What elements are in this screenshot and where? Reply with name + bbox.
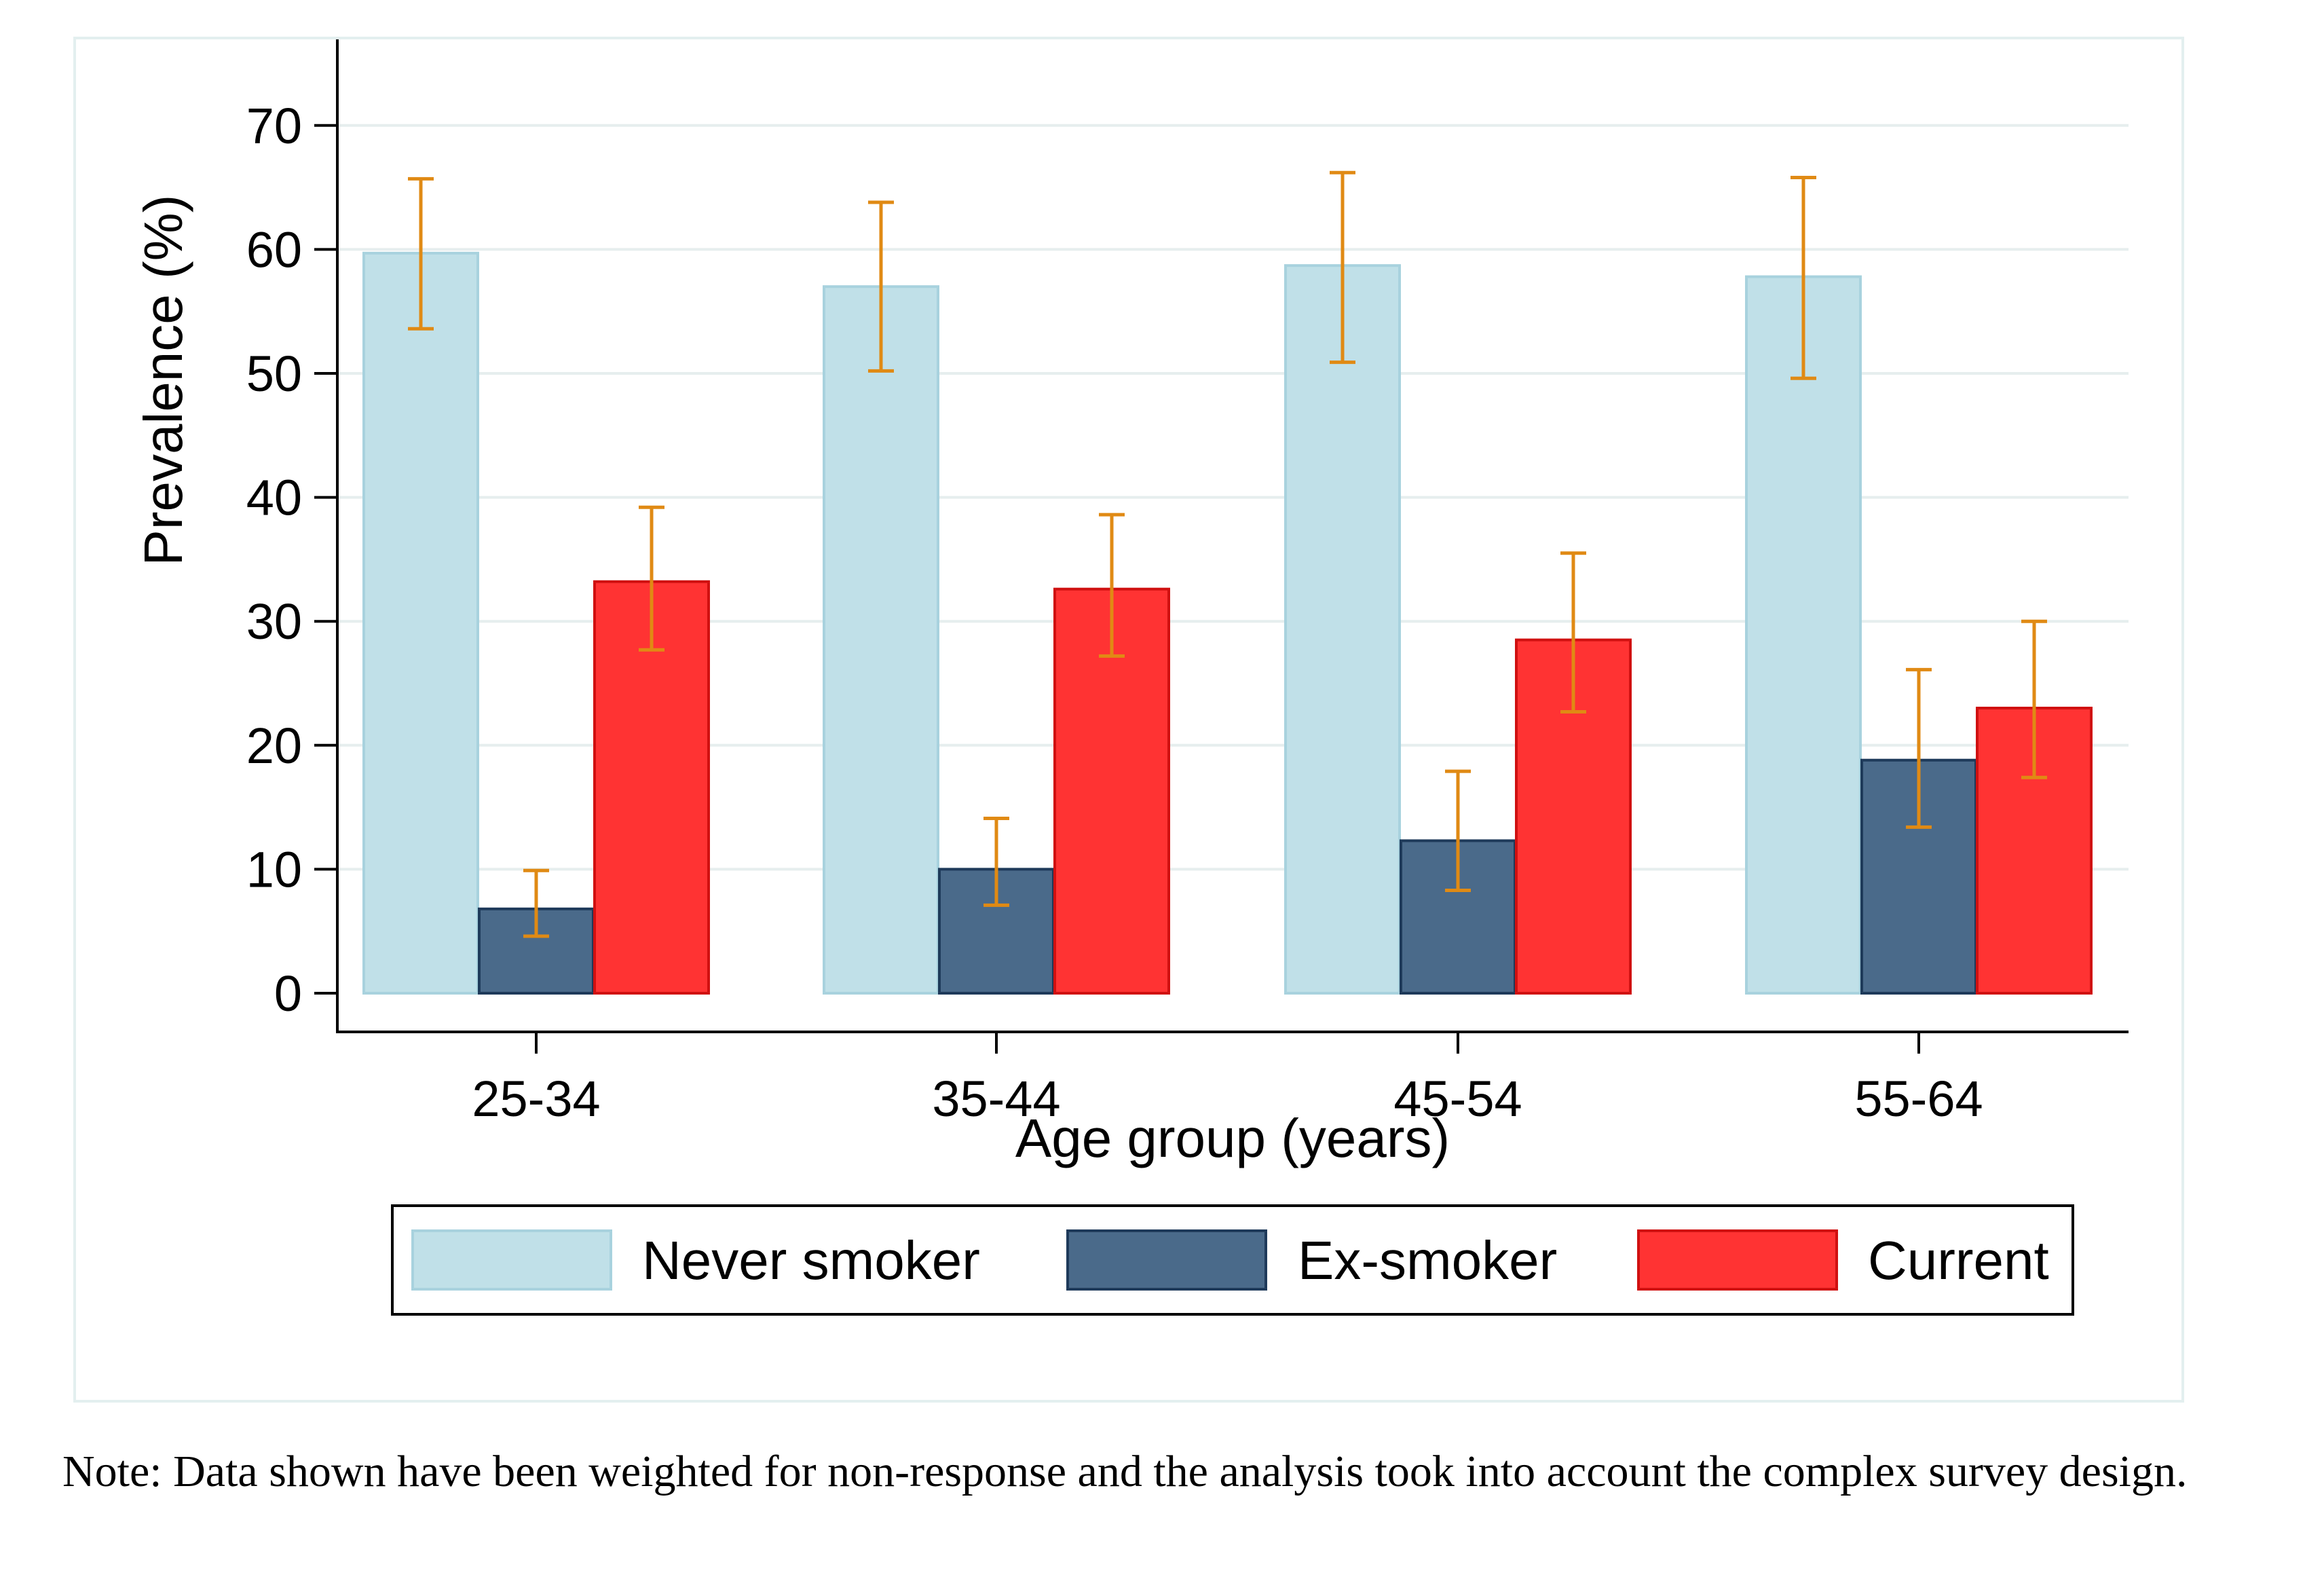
legend: Never smoker Ex-smoker Current	[391, 1204, 2074, 1316]
error-bar	[1330, 170, 1355, 365]
error-bar	[1445, 769, 1471, 892]
y-tick-label: 70	[246, 98, 302, 154]
bar-chart: 0 10 20 30 40 50 60 70 25-34 35-44 45-54 55-64 Age g…	[133, 39, 2129, 1316]
bar-never-smoker	[823, 285, 939, 995]
error-bar	[1560, 551, 1586, 714]
y-tick-label: 20	[246, 718, 302, 774]
legend-swatch-current	[1637, 1229, 1838, 1291]
bar-ex-smoker	[1860, 758, 1977, 995]
y-axis-title: Prevalence (%)	[133, 195, 193, 566]
y-tick-label: 0	[274, 965, 302, 1022]
error-bar	[983, 817, 1009, 907]
bar-never-smoker	[362, 251, 479, 995]
error-bar	[639, 505, 664, 652]
x-tick-label: 45-54	[1393, 1071, 1522, 1127]
error-bar	[2021, 619, 2047, 779]
y-tick-label: 40	[246, 470, 302, 526]
error-bar	[1791, 175, 1816, 380]
error-bar	[1099, 513, 1125, 658]
bar-never-smoker	[1745, 275, 1862, 995]
error-bar	[523, 868, 549, 938]
bar-never-smoker	[1284, 264, 1401, 995]
error-bar	[868, 200, 894, 373]
x-tick-label: 25-34	[472, 1071, 600, 1127]
legend-label: Never smoker	[642, 1230, 980, 1291]
x-tick-label: 55-64	[1854, 1071, 1983, 1127]
x-tick-label: 35-44	[932, 1071, 1060, 1127]
legend-swatch-never-smoker	[411, 1229, 612, 1291]
legend-swatch-ex-smoker	[1066, 1229, 1267, 1291]
x-axis-title: Age group (years)	[1015, 1108, 1450, 1168]
y-tick-label: 10	[246, 841, 302, 897]
y-tick-label: 50	[246, 346, 302, 402]
y-tick-label: 60	[246, 221, 302, 278]
legend-label: Current	[1868, 1230, 2049, 1291]
error-bar	[1906, 667, 1932, 829]
y-tick-label: 30	[246, 593, 302, 650]
error-bar	[408, 177, 434, 331]
legend-label: Ex-smoker	[1298, 1230, 1557, 1291]
figure-note: Note: Data shown have been weighted for …	[62, 1447, 2188, 1496]
